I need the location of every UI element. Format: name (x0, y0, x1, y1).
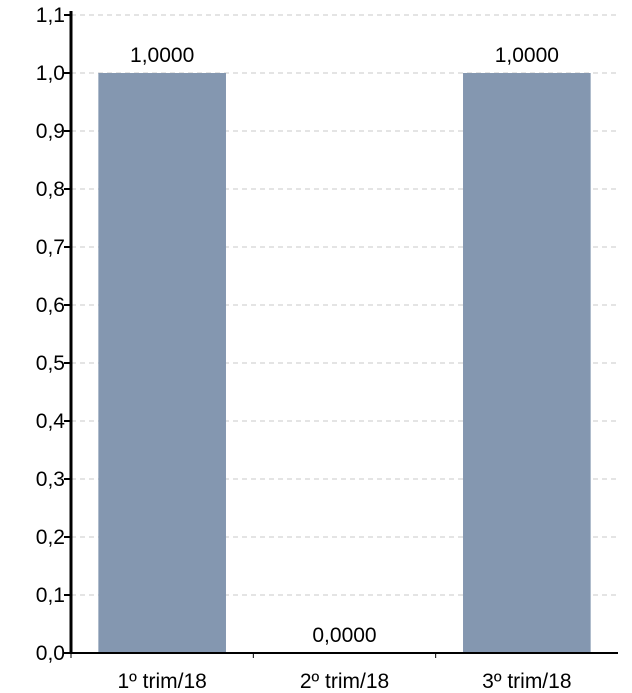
data-label: 0,0000 (312, 624, 376, 647)
y-tick-label: 0,8 (36, 178, 65, 201)
y-tick-label: 0,5 (36, 352, 65, 375)
bar (463, 73, 591, 653)
data-label: 1,0000 (130, 44, 194, 67)
y-tick-label: 0,0 (36, 642, 65, 665)
bar (98, 73, 226, 653)
data-labels: 1,0000 0,0000 1,0000 (130, 44, 559, 647)
axes (64, 11, 618, 658)
y-tick-label: 0,9 (36, 120, 65, 143)
x-tick-labels: 1º trim/18 2º trim/18 3º trim/18 (117, 670, 571, 693)
x-tick-label: 2º trim/18 (300, 670, 389, 693)
y-tick-label: 0,2 (36, 526, 65, 549)
y-tick-label: 0,4 (36, 410, 66, 433)
data-label: 1,0000 (495, 44, 559, 67)
x-tick-label: 3º trim/18 (482, 670, 571, 693)
y-tick-label: 0,1 (36, 584, 65, 607)
y-tick-label: 1,1 (36, 4, 65, 27)
y-tick-label: 1,0 (36, 62, 65, 85)
y-tick-label: 0,6 (36, 294, 65, 317)
y-tick-label: 0,3 (36, 468, 65, 491)
y-tick-label: 0,7 (36, 236, 65, 259)
y-tick-labels: 0,0 0,1 0,2 0,3 0,4 0,5 0,6 0,7 0,8 0,9 1,0 1,1 (36, 4, 66, 665)
bars (98, 73, 591, 653)
x-tick-label: 1º trim/18 (117, 670, 206, 693)
